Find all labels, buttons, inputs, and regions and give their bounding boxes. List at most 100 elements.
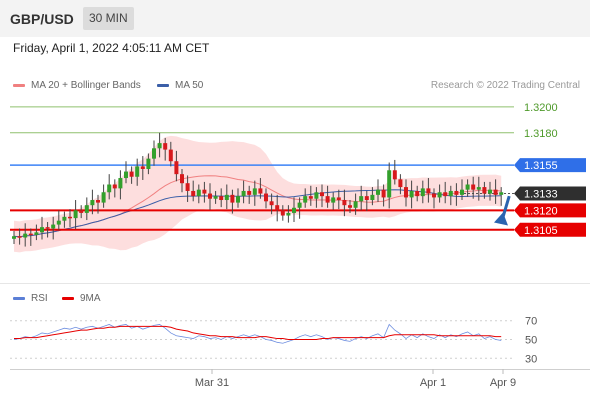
candle-body — [376, 189, 380, 195]
candles — [12, 132, 504, 247]
candle-body — [336, 197, 341, 201]
candle-body — [96, 200, 100, 203]
level-box-3 — [514, 186, 586, 201]
level-label-2: 1.3155 — [524, 160, 558, 172]
candle-body — [45, 227, 50, 229]
candle-body — [40, 227, 44, 233]
candle-body — [118, 178, 123, 189]
candle-body — [62, 216, 67, 221]
candle-body — [213, 196, 218, 199]
rsi-level-label-1: 50 — [525, 335, 537, 347]
candle-body — [320, 192, 324, 197]
rsi-swatch — [13, 296, 25, 300]
candle-body — [269, 201, 274, 206]
candle-body — [292, 207, 296, 213]
candle-body — [101, 192, 106, 203]
candle-body — [146, 158, 151, 169]
level-box-2 — [514, 158, 586, 173]
candle-body — [51, 224, 56, 229]
candle-body — [140, 166, 145, 169]
candle-body — [476, 187, 481, 190]
candle-body — [224, 194, 229, 201]
candle-body — [460, 189, 464, 195]
candle-body — [325, 196, 330, 203]
ma50-swatch — [157, 83, 169, 87]
candle-body — [174, 161, 179, 175]
candle-body — [180, 174, 184, 184]
rsi-line — [13, 323, 502, 344]
candle-body — [448, 190, 453, 197]
rsi-level-label-0: 70 — [525, 316, 537, 328]
currency-pair: GBP/USD — [10, 11, 74, 27]
candle-body — [359, 196, 364, 202]
ma9-swatch — [62, 296, 74, 300]
level-label-1: 1.3180 — [524, 128, 558, 140]
candle-body — [129, 171, 134, 177]
candle-body — [432, 193, 436, 198]
candle-body — [443, 192, 448, 197]
ma50-line — [13, 189, 502, 238]
candle-body — [404, 187, 408, 198]
candle-body — [208, 193, 212, 199]
forecast-arrow-head — [494, 212, 508, 226]
candle-body — [353, 201, 358, 208]
candle-body — [437, 192, 442, 198]
candle-body — [163, 143, 168, 150]
candle-body — [482, 187, 487, 194]
candle-body — [348, 205, 352, 208]
candle-body — [342, 200, 347, 206]
candle-body — [415, 190, 420, 197]
candle-body — [241, 190, 246, 197]
level-box-4 — [514, 203, 586, 218]
candle-body — [420, 188, 425, 197]
candle-body — [12, 236, 16, 239]
candle-body — [258, 188, 263, 194]
candle-body — [370, 194, 375, 201]
candle-body — [68, 216, 72, 219]
candle-body — [398, 179, 403, 188]
candle-body — [275, 205, 280, 211]
level-label-5: 1.3105 — [524, 225, 558, 237]
timeframe-button[interactable]: 30 MIN — [83, 7, 134, 30]
candle-body — [185, 183, 190, 191]
legend-ma20-label: MA 20 + Bollinger Bands — [31, 80, 141, 91]
candle-body — [381, 189, 386, 198]
candle-body — [107, 184, 112, 193]
candle-body — [90, 200, 95, 206]
candle-body — [84, 205, 89, 213]
candle-body — [387, 170, 392, 198]
candle-body — [252, 188, 257, 195]
legend-ma20: MA 20 + Bollinger Bands — [13, 80, 141, 91]
candle-body — [392, 170, 397, 180]
candle-body — [499, 192, 504, 195]
legend-9ma-label: 9MA — [80, 293, 101, 304]
candle-body — [168, 149, 173, 162]
candle-body — [17, 236, 22, 238]
candle-body — [465, 184, 470, 190]
candle-body — [196, 189, 201, 197]
candle-body — [488, 189, 492, 194]
candle-body — [28, 233, 33, 236]
candle-body — [152, 148, 156, 159]
legend-ma50-label: MA 50 — [175, 80, 204, 91]
candle-body — [264, 193, 268, 202]
candle-body — [230, 194, 235, 203]
x-tick-label-1: Apr 1 — [420, 377, 446, 389]
candle-body — [454, 190, 459, 195]
candle-body — [471, 184, 476, 190]
legend-ma50: MA 50 — [157, 80, 203, 91]
candle-body — [364, 196, 369, 201]
legend-rsi-label: RSI — [31, 293, 48, 304]
top-bar: GBP/USD 30 MIN — [0, 0, 590, 37]
candle-body — [314, 192, 319, 199]
candle-body — [280, 210, 285, 216]
candle-body — [73, 210, 78, 219]
candle-body — [124, 171, 128, 179]
rsi-level-label-2: 30 — [525, 353, 537, 365]
candle-body — [202, 189, 207, 194]
candle-body — [303, 196, 308, 203]
candle-body — [286, 212, 291, 216]
candle-body — [247, 190, 252, 195]
candle-body — [493, 189, 498, 195]
